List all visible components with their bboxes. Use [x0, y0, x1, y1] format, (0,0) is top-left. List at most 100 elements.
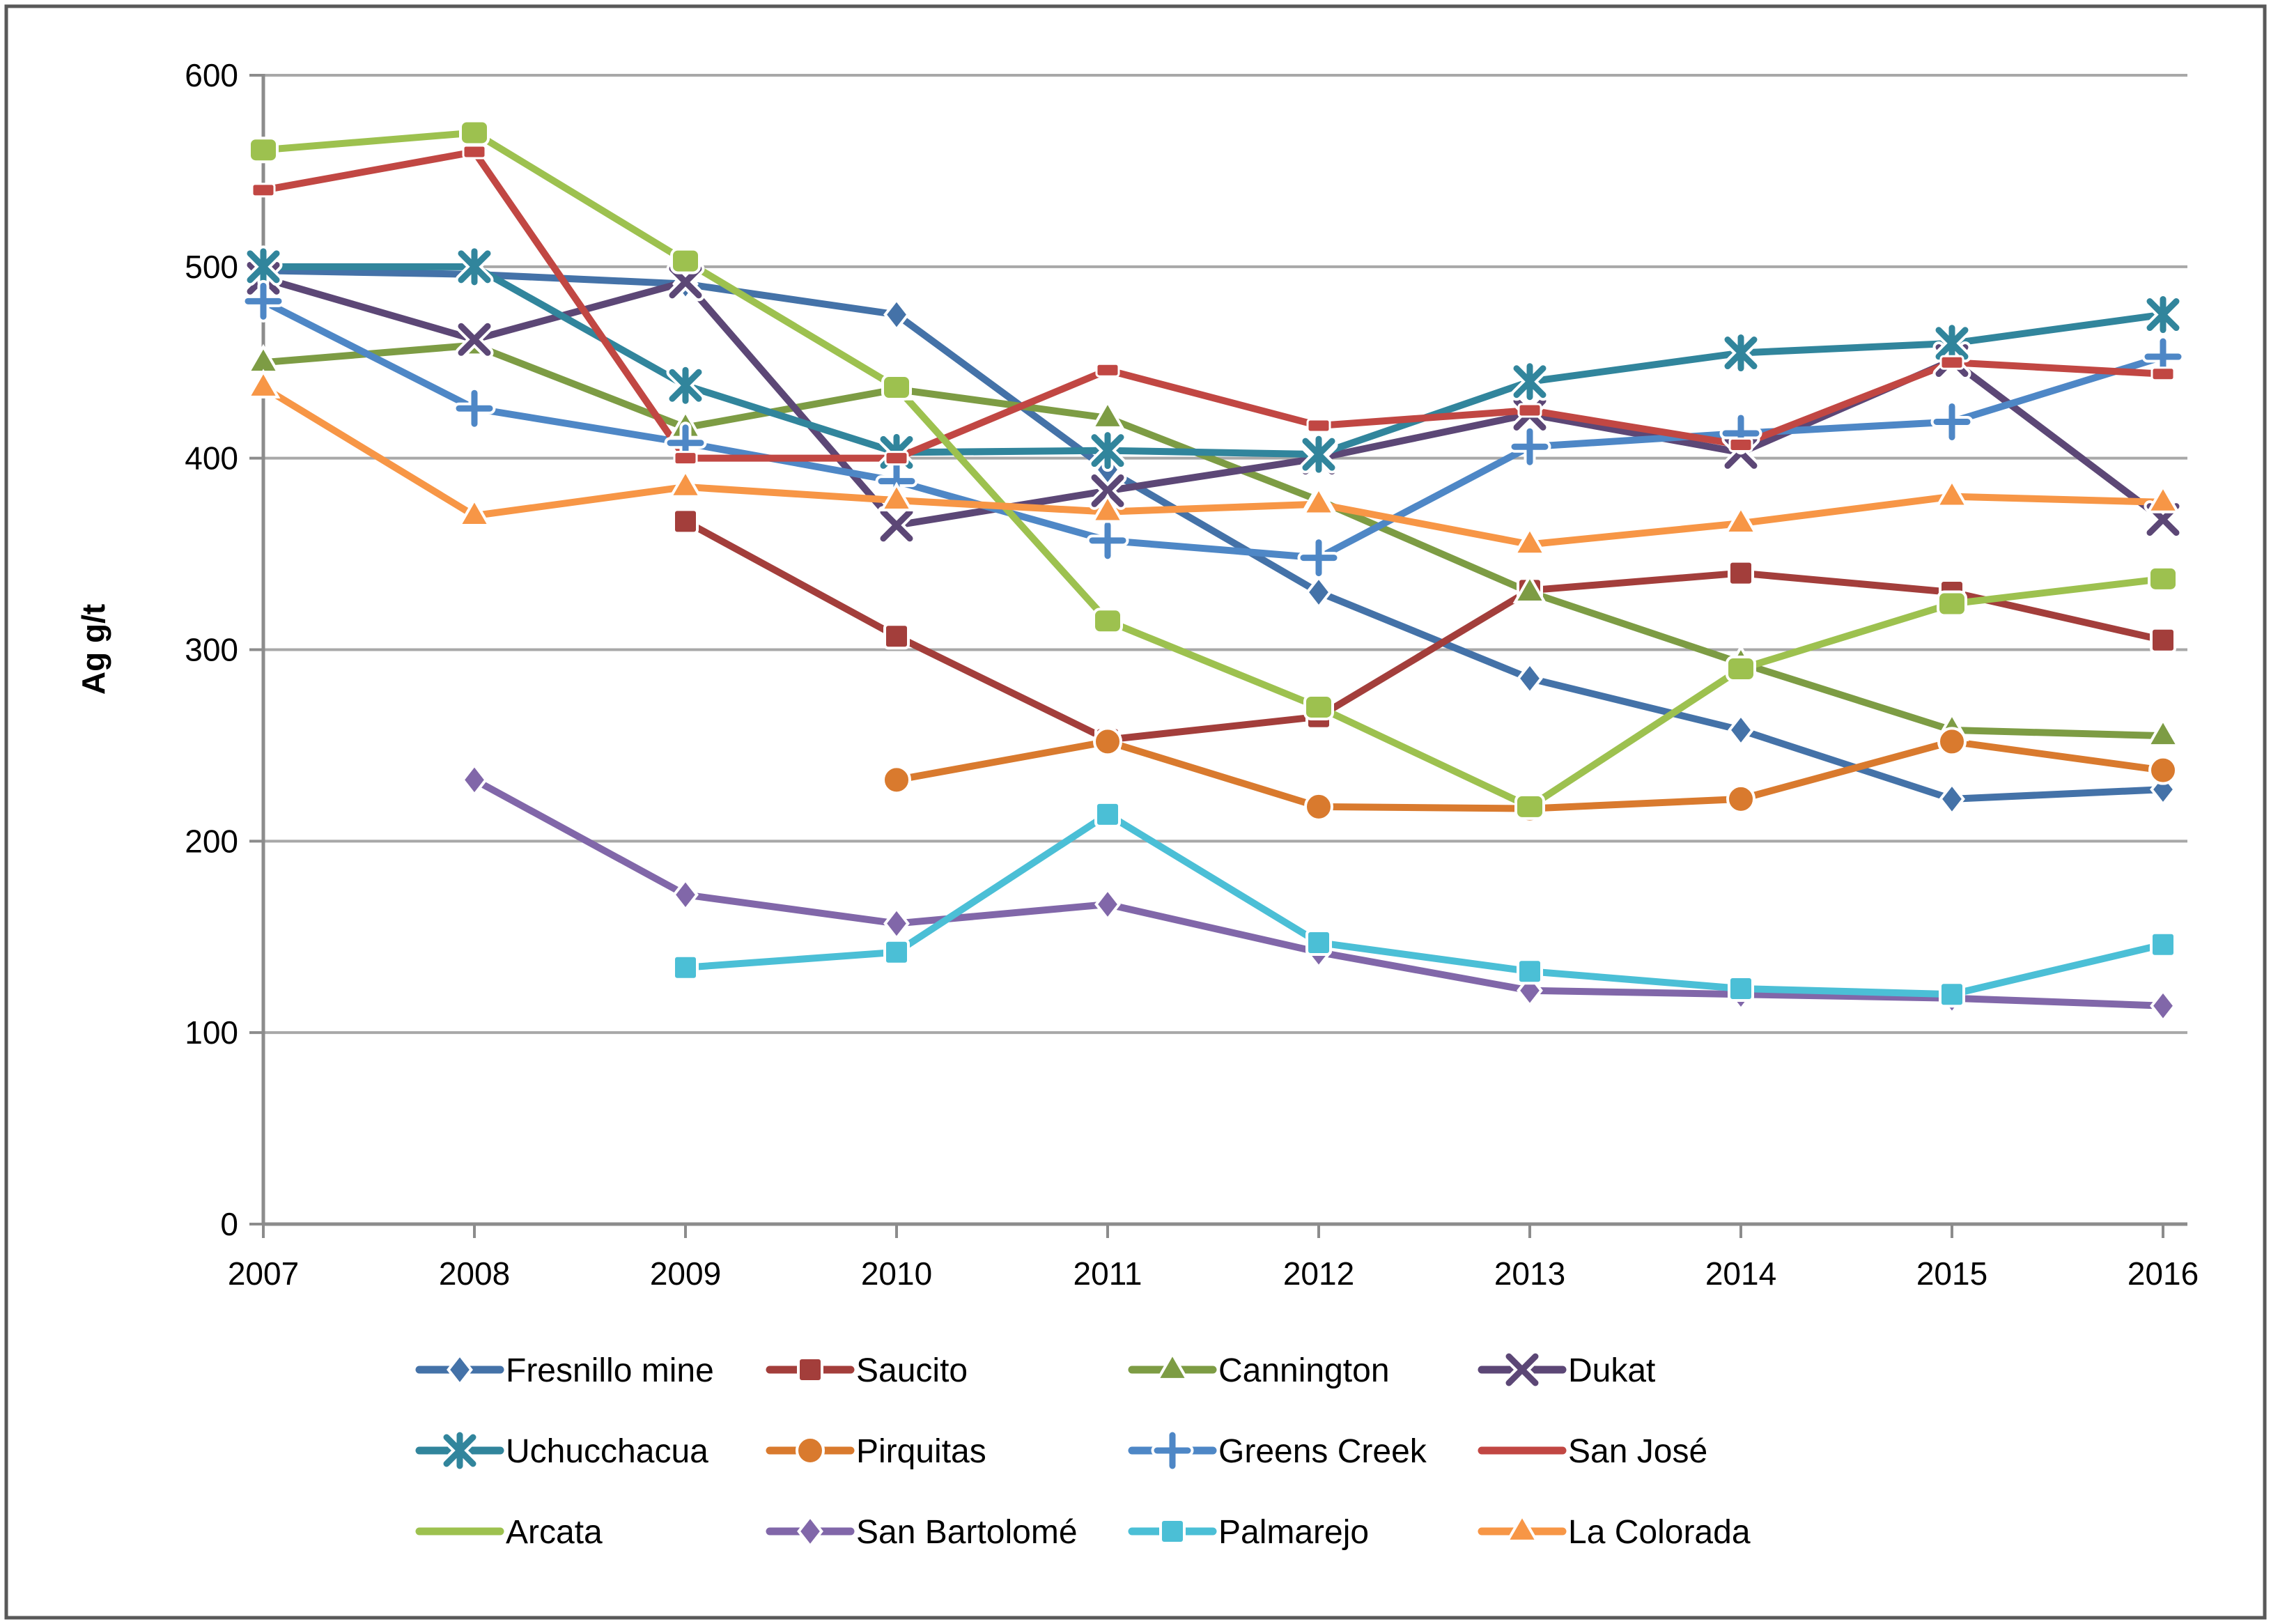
marker-palmarejo-2010: [883, 938, 910, 966]
legend-marker-la-colorada-icon: [1505, 1513, 1540, 1542]
marker-dukat-2011: [1088, 471, 1127, 510]
marker-la-colorada-2015: [1935, 477, 1969, 508]
marker-pirquitas-2012: [1304, 791, 1333, 821]
legend-item-dukat: Dukat: [1478, 1350, 1655, 1389]
marker-fresnillo-mine-2013: [1517, 661, 1543, 695]
marker-uchucchacua-2008: [455, 245, 494, 288]
marker-dukat-2008: [455, 320, 494, 359]
y-axis-label-200: 200: [185, 823, 238, 859]
marker-uchucchacua-2011: [1088, 429, 1127, 472]
legend-label-uchucchacua: Uchucchacua: [506, 1433, 708, 1470]
marker-san-bartolome-2009: [672, 878, 699, 912]
marker-la-colorada-2011: [1090, 493, 1125, 523]
y-axis-label-500: 500: [185, 249, 238, 285]
marker-palmarejo-2009: [672, 954, 699, 981]
marker-saucito-2014: [1728, 559, 1754, 587]
legend-marker-cannington-icon: [1155, 1351, 1190, 1381]
legend-item-arcata: Arcata: [415, 1514, 603, 1551]
marker-arcata-2014: [1726, 655, 1756, 682]
marker-palmarejo-2015: [1939, 981, 1965, 1008]
series-line-palmarejo: [682, 810, 2167, 998]
y-axis-label-400: 400: [185, 440, 238, 477]
series-line-la-colorada: [260, 383, 2167, 548]
marker-san-bartolome-2008: [461, 763, 488, 797]
marker-san-jose-2016: [2150, 366, 2176, 382]
marker-greens-creek-2015: [1930, 400, 1974, 443]
x-axis-label-2011: 2011: [1074, 1255, 1142, 1292]
legend-label-arcata: Arcata: [506, 1514, 603, 1551]
legend-label-cannington: Cannington: [1218, 1352, 1390, 1389]
marker-pirquitas-2014: [1726, 784, 1755, 814]
marker-la-colorada-2014: [1723, 504, 1758, 535]
y-axis-label-300: 300: [185, 632, 238, 668]
marker-la-colorada-2008: [457, 497, 492, 527]
marker-arcata-2015: [1937, 590, 1967, 617]
marker-san-jose-2010: [884, 451, 909, 466]
marker-san-jose-2012: [1306, 418, 1331, 433]
series-markers-san-jose: [251, 144, 2176, 466]
x-axis-label-2016: 2016: [2127, 1255, 2199, 1292]
marker-san-jose-2013: [1517, 403, 1542, 418]
marker-greens-creek-2007: [242, 279, 285, 323]
x-axis-label-2014: 2014: [1705, 1255, 1776, 1292]
series-markers-la-colorada: [246, 369, 2180, 556]
marker-la-colorada-2013: [1512, 525, 1547, 556]
y-axis-label-600: 600: [185, 57, 238, 93]
marker-uchucchacua-2009: [666, 364, 705, 407]
legend-marker-fresnillo-mine-icon: [447, 1352, 473, 1387]
legend-marker-greens-creek-icon: [1151, 1429, 1194, 1472]
marker-cannington-2016: [2146, 717, 2180, 748]
marker-pirquitas-2015: [1937, 727, 1967, 757]
x-axis-label-2009: 2009: [650, 1255, 721, 1292]
marker-la-colorada-2007: [246, 369, 281, 399]
marker-saucito-2010: [883, 623, 910, 650]
marker-fresnillo-mine-2014: [1728, 713, 1754, 748]
marker-palmarejo-2012: [1305, 929, 1332, 956]
marker-san-bartolome-2010: [883, 906, 910, 941]
marker-pirquitas-2010: [882, 765, 911, 795]
marker-san-jose-2007: [251, 183, 276, 198]
legend-marker-uchucchacua-icon: [440, 1429, 479, 1472]
legend: Fresnillo mine Saucito Cannington Dukat Uchu…: [415, 1350, 1751, 1551]
marker-fresnillo-mine-2015: [1939, 782, 1965, 817]
series-line-cannington: [260, 341, 2167, 740]
marker-uchucchacua-2015: [1932, 322, 1971, 365]
axis-labels: 0 100 200 300 400 500 600 2007 2008 2009 2010 2011 2…: [75, 57, 2199, 1292]
x-axis-label-2007: 2007: [228, 1255, 299, 1292]
marker-greens-creek-2008: [453, 387, 496, 430]
legend-marker-pirquitas-icon: [796, 1436, 825, 1465]
marker-cannington-2013: [1512, 573, 1547, 603]
x-axis-label-2010: 2010: [861, 1255, 932, 1292]
marker-greens-creek-2011: [1086, 519, 1129, 562]
marker-arcata-2016: [2148, 565, 2178, 592]
marker-uchucchacua-2016: [2144, 293, 2183, 337]
legend-marker-dukat-icon: [1503, 1350, 1542, 1389]
legend-item-palmarejo: Palmarejo: [1128, 1514, 1369, 1551]
legend-item-la-colorada: La Colorada: [1478, 1513, 1751, 1551]
legend-item-fresnillo-mine: Fresnillo mine: [415, 1352, 714, 1389]
marker-uchucchacua-2014: [1721, 332, 1760, 375]
y-axis-label-0: 0: [220, 1206, 238, 1242]
marker-san-bartolome-2011: [1094, 887, 1121, 922]
series-line-uchucchacua: [260, 263, 2167, 458]
legend-label-greens-creek: Greens Creek: [1218, 1433, 1427, 1470]
marker-san-bartolome-2016: [2150, 989, 2176, 1023]
legend-item-pirquitas: Pirquitas: [766, 1433, 986, 1470]
marker-arcata-2009: [670, 247, 701, 274]
marker-arcata-2013: [1514, 793, 1545, 820]
x-axis-label-2008: 2008: [439, 1255, 510, 1292]
marker-fresnillo-mine-2012: [1305, 575, 1332, 610]
marker-fresnillo-mine-2010: [883, 297, 910, 332]
y-axis-title: Ag g/t: [75, 604, 111, 695]
legend-item-san-bartolome: San Bartolomé: [766, 1514, 1078, 1551]
legend-label-dukat: Dukat: [1568, 1352, 1655, 1389]
marker-arcata-2008: [459, 119, 490, 146]
legend-item-greens-creek: Greens Creek: [1128, 1429, 1427, 1472]
marker-san-jose-2008: [462, 144, 487, 160]
legend-item-cannington: Cannington: [1128, 1351, 1390, 1389]
series-line-fresnillo-mine: [260, 267, 2167, 803]
marker-greens-creek-2012: [1297, 536, 1340, 580]
marker-palmarejo-2011: [1094, 801, 1121, 828]
series-markers-palmarejo: [672, 801, 2176, 1008]
